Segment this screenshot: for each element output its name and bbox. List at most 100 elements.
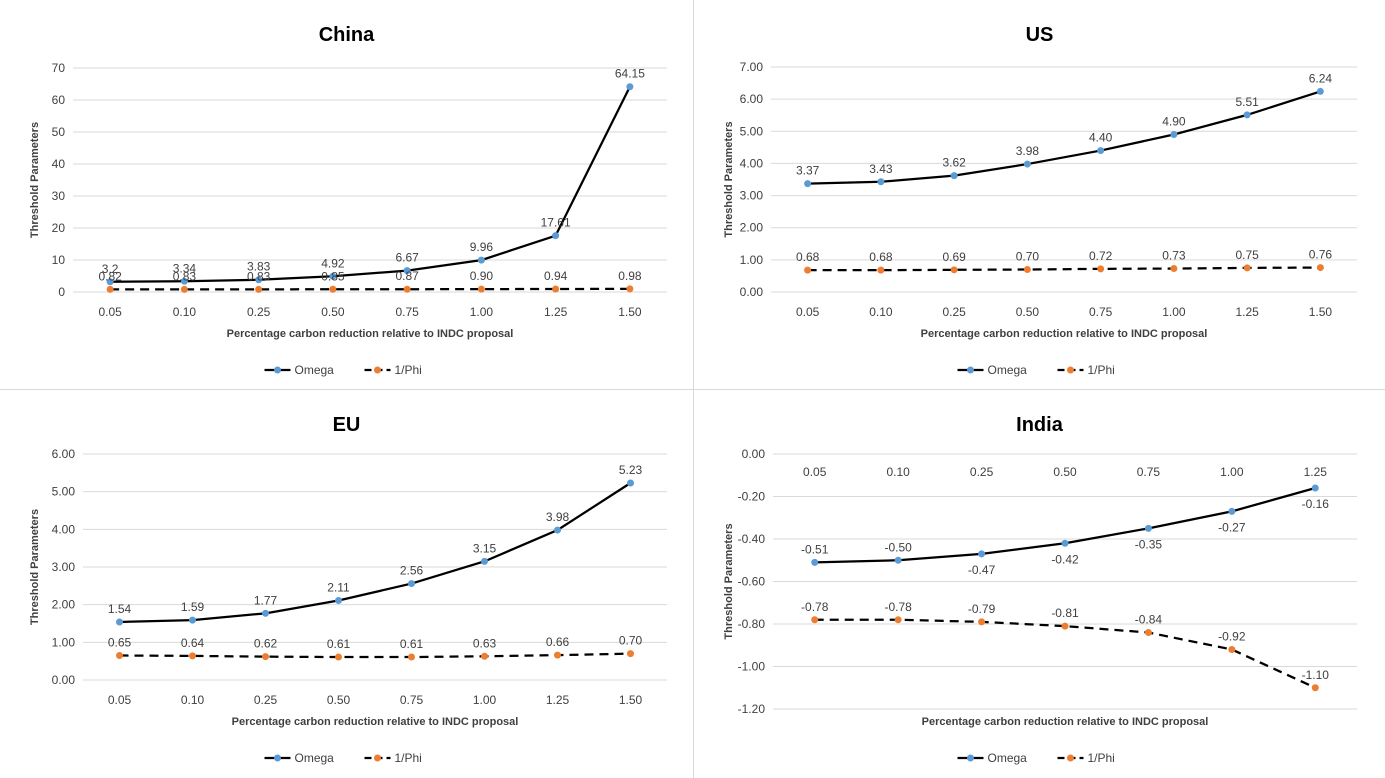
data-point [1097,265,1105,273]
data-label: -1.10 [1302,668,1330,682]
data-point [116,618,123,626]
data-label: 1.77 [254,593,278,607]
data-label: 3.83 [247,260,271,274]
data-point [255,276,263,284]
x-tick-label: 1.25 [1304,465,1328,479]
y-tick-label: 3.00 [740,189,764,203]
data-label: 5.51 [1235,95,1259,109]
x-tick-label: 1.25 [544,305,568,319]
x-tick-label: 1.50 [619,693,643,707]
series-line [807,90,1321,185]
chart-us: US 0.00 1.00 2.00 3.00 4.00 5.00 6.00 7.00 0.05 0.… [723,24,1357,377]
x-tick-label: 0.05 [796,305,820,319]
x-tick-label: 0.75 [395,305,419,319]
series-line [110,287,630,291]
data-point [1311,684,1319,692]
y-tick-label: 40 [52,157,66,171]
y-tick-label: 5.00 [52,485,76,499]
data-point [1144,524,1152,532]
x-tick-label: 1.50 [618,305,642,319]
data-point [894,616,902,624]
y-axis-label: Threshold Parameters [723,523,735,639]
data-label: 3.2 [102,262,119,276]
data-label: -0.78 [884,600,912,614]
x-axis-label: Percentage carbon reduction relative to … [921,328,1208,340]
data-point [1170,131,1178,138]
x-tick-label: 1.50 [1309,305,1333,319]
data-point [950,172,958,180]
data-point [554,526,561,534]
y-tick-label: 1.00 [740,253,764,267]
data-point [1061,622,1069,630]
data-label: 3.15 [473,541,497,555]
data-label: 0.90 [470,269,494,283]
data-label: 3.37 [796,164,820,178]
y-tick-label: 3.00 [52,560,76,574]
data-point [877,266,885,274]
legend-marker [374,366,381,374]
data-label: -0.27 [1218,520,1246,534]
data-point [262,653,269,661]
data-label: 1.59 [181,600,205,614]
y-tick-label: 50 [52,125,66,139]
data-label: 2.11 [327,581,350,595]
chart-china: China 0 10 20 30 40 50 60 70 0.05 0.10 0.25 0.50 0.75… [29,24,667,377]
data-label: 4.90 [1162,115,1186,129]
data-label: 0.62 [254,637,278,651]
data-label: 3.98 [546,510,570,524]
data-label: 64.15 [615,67,645,81]
y-tick-label: 2.00 [740,221,764,235]
legend-label: Omega [295,363,335,377]
y-tick-label: 0.00 [52,673,76,687]
data-label: 0.66 [546,635,570,649]
data-point [477,256,485,264]
x-tick-label: 0.10 [869,305,893,319]
data-label: 0.69 [942,250,966,264]
x-tick-label: 0.25 [942,305,966,319]
data-label: -0.16 [1302,497,1330,511]
data-point [180,277,188,285]
x-axis-label: Percentage carbon reduction relative to … [922,716,1209,728]
y-tick-label: 60 [52,93,66,107]
data-label: 0.94 [544,269,568,283]
data-point [804,266,812,274]
y-tick-label: 20 [52,221,66,235]
legend-marker [274,754,281,762]
data-point [804,180,812,188]
data-point [1097,147,1105,155]
data-point [627,650,634,658]
data-point [335,597,342,605]
chart-panel-us: US 0.00 1.00 2.00 3.00 4.00 5.00 6.00 7.00 0.05 0.… [694,0,1385,389]
chart-title: India [1016,414,1064,436]
x-tick-label: 1.00 [1162,305,1186,319]
data-label: 0.61 [400,637,424,651]
series-line [110,86,631,283]
x-tick-label: 0.50 [327,693,351,707]
chart-panel-china: China 0 10 20 30 40 50 60 70 0.05 0.10 0.25 0.50 0.75… [0,0,693,389]
x-tick-label: 0.75 [400,693,424,707]
data-point [811,616,819,624]
x-axis-label: Percentage carbon reduction relative to … [227,328,514,340]
data-label: 6.67 [395,251,419,265]
data-label: 0.87 [395,269,419,283]
data-label: 0.68 [869,250,893,264]
data-point [189,652,196,660]
x-tick-label: 1.00 [470,305,494,319]
y-tick-label: 4.00 [52,522,76,536]
data-label: 3.43 [869,162,893,176]
data-label: 0.98 [618,269,642,283]
y-tick-label: -1.00 [738,660,766,674]
data-point [329,285,337,293]
data-label: 17.61 [541,216,571,230]
data-point [626,83,634,91]
data-point [335,653,342,661]
data-point [626,285,634,293]
y-tick-label: 1.00 [52,635,76,649]
x-tick-label: 0.75 [1137,465,1161,479]
data-point [554,651,561,659]
series-line [807,266,1321,272]
series-line [119,482,632,624]
data-label: -0.50 [884,540,912,554]
y-tick-label: -0.40 [738,532,766,546]
y-tick-label: 0.00 [740,285,764,299]
